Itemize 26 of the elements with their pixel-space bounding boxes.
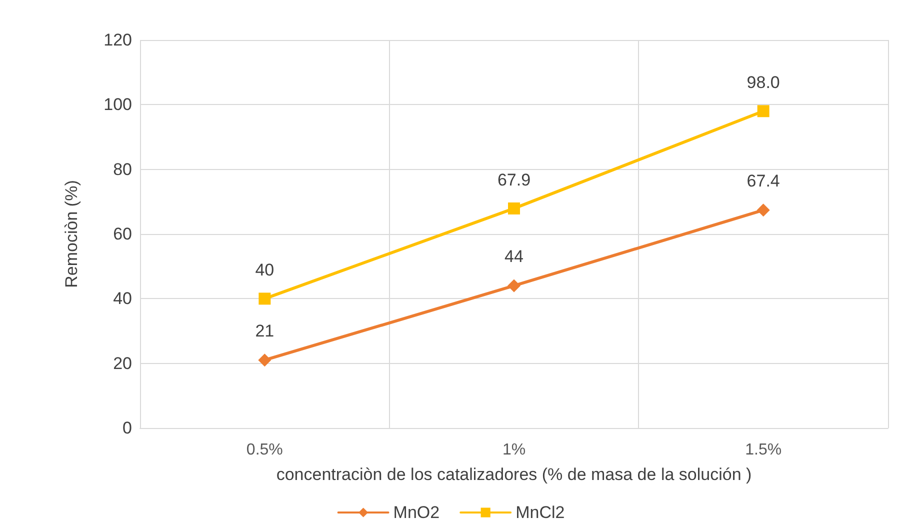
y-tick-label: 100 <box>104 95 132 114</box>
x-tick-label: 1.5% <box>745 442 782 458</box>
x-axis-title: concentraciòn de los catalizadores (% de masa de la solución ) <box>276 465 752 484</box>
data-label: 67.9 <box>497 170 531 190</box>
point <box>508 279 520 292</box>
y-tick-label: 20 <box>113 354 132 373</box>
point <box>508 202 520 214</box>
y-tick-label: 80 <box>113 160 132 179</box>
data-label: 21 <box>255 322 274 341</box>
legend-label: MnO2 <box>393 503 440 522</box>
y-tick-label: 40 <box>113 289 132 308</box>
data-label: 40 <box>255 260 274 280</box>
data-label: 67.4 <box>746 172 780 191</box>
y-axis-title: Remociòn (%) <box>62 180 81 288</box>
point <box>258 354 272 367</box>
data-label: 44 <box>504 247 524 266</box>
data-label: 98.0 <box>746 73 780 92</box>
x-tick-label: 1% <box>502 442 526 458</box>
y-tick-label: 60 <box>113 224 132 244</box>
point <box>757 105 770 118</box>
x-tick-label: 0.5% <box>246 442 283 458</box>
y-tick-label: 0 <box>122 418 132 438</box>
point <box>756 204 770 217</box>
point <box>258 292 271 305</box>
y-tick-label: 120 <box>104 30 132 50</box>
legend-label: MnCl2 <box>516 503 565 522</box>
